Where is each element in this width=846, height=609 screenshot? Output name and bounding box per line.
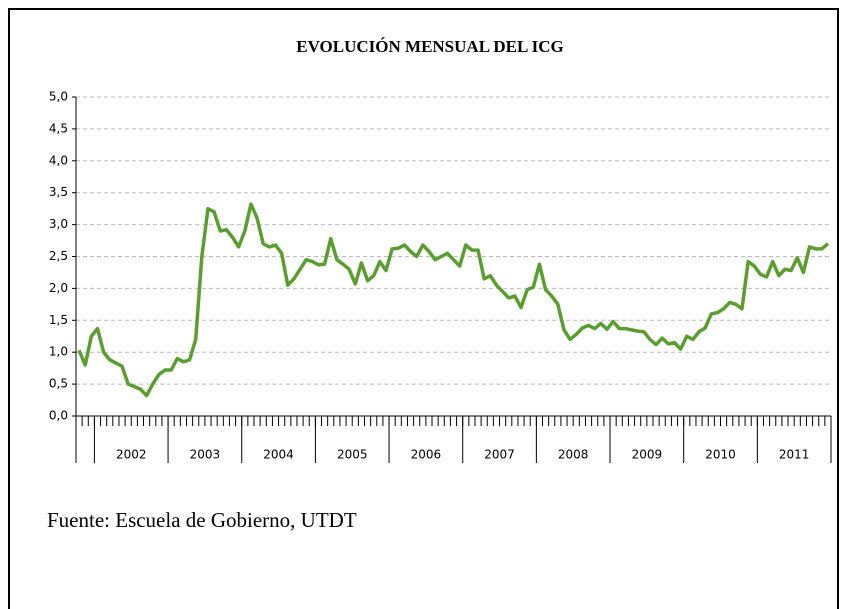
source-note: Fuente: Escuela de Gobierno, UTDT — [47, 508, 357, 532]
x-tick-label: 2010 — [705, 448, 736, 462]
x-tick-label: 2003 — [190, 448, 221, 462]
x-tick-label: 2006 — [411, 448, 442, 462]
y-tick-label: 4,5 — [49, 121, 68, 135]
frame — [8, 8, 839, 609]
y-tick-label: 2,0 — [49, 281, 68, 295]
y-tick-label: 1,5 — [49, 313, 68, 327]
x-tick-label: 2007 — [484, 448, 515, 462]
x-tick-label: 2009 — [632, 448, 663, 462]
y-tick-label: 0,0 — [49, 409, 68, 423]
x-tick-label: 2002 — [116, 448, 147, 462]
data-line — [77, 202, 830, 398]
x-tick-label: 2008 — [558, 448, 589, 462]
y-tick-label: 4,0 — [49, 153, 68, 167]
x-tick-label: 2005 — [337, 448, 368, 462]
x-tick-label: 2004 — [263, 448, 294, 462]
x-tick-label: 2011 — [779, 448, 810, 462]
y-tick-label: 3,5 — [49, 185, 68, 199]
chart-title: EVOLUCIÓN MENSUAL DEL ICG — [296, 37, 563, 56]
y-tick-label: 5,0 — [49, 90, 68, 104]
y-tick-label: 2,5 — [49, 249, 68, 263]
y-tick-label: 0,5 — [49, 377, 68, 391]
y-tick-label: 3,0 — [49, 217, 68, 231]
y-tick-label: 1,0 — [49, 345, 68, 359]
